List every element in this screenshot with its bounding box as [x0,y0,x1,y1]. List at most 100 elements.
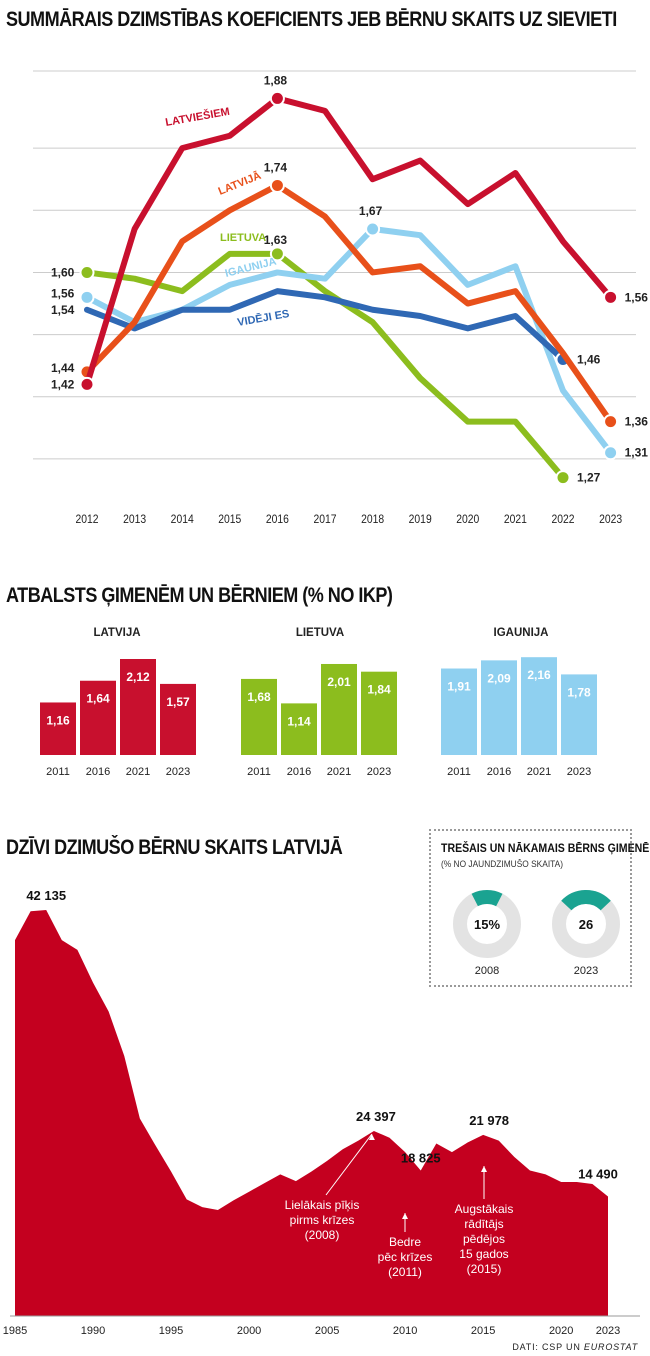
value-label-eu: 1,46 [577,352,601,366]
donut-segment [552,890,620,958]
annotation-text: Lielākais pīķis [285,1198,360,1212]
annotation-text: rādītājs [464,1217,503,1231]
bar-category-label: 2011 [447,766,471,778]
x-tick-label: 2016 [266,514,289,527]
bar-category-label: 2023 [567,766,591,778]
annotation-text: (2008) [305,1228,340,1242]
bar-lithuania [281,703,317,755]
third-child-inset: TREŠAIS UN NĀKAMAIS BĒRNS ĢIMENĒ (% NO J… [429,829,649,987]
marker-latvians [603,289,619,305]
support-bar-chart: LATVIJA 1,16 2011 1,64 2016 2,12 2021 1,57 2023 L… [40,627,597,778]
bar-category-label: 2023 [166,766,190,778]
area-x-tick: 2015 [471,1325,495,1337]
bar-group-title: LIETUVA [296,627,344,639]
value-label-estonia: 1,56 [51,286,75,300]
bar-latvians [120,659,156,755]
marker-estonia [365,221,381,237]
annotation-text: pēdējos [463,1232,505,1246]
bar-category-label: 2016 [487,766,511,778]
area-x-tick: 2000 [237,1325,261,1337]
bar-group-title: LATVIJA [93,627,140,639]
source-italic: EUROSTAT [583,1342,638,1352]
bar-lithuania [361,671,397,755]
area-x-tick: 2005 [315,1325,339,1337]
value-label-lithuania: 1,63 [264,233,288,247]
bar-value-label: 1,57 [166,695,190,709]
area-x-tick: 2010 [393,1325,417,1337]
value-label-eu-2012: 1,54 [51,303,75,317]
source-note: DATI: CSP UN EUROSTAT [512,1342,638,1352]
annotation-text: (2015) [467,1262,502,1276]
area-x-tick: 1990 [81,1325,105,1337]
value-label-latvians: 1,42 [51,377,75,391]
marker-lithuania [555,470,571,486]
value-label-latvians: 1,88 [264,73,288,87]
marker-lithuania [269,246,285,262]
donut-year-label: 2008 [475,965,499,977]
x-tick-label: 2017 [313,514,336,527]
x-tick-label: 2022 [551,514,574,527]
bar-category-label: 2011 [46,766,70,778]
area-value-label: 21 978 [469,1113,509,1128]
bar-lithuania [321,663,357,755]
area-x-tick: 2023 [596,1325,620,1337]
bar-value-label: 1,16 [46,713,70,727]
bar-value-label: 2,12 [126,670,150,684]
bar-value-label: 1,64 [86,692,110,706]
bar-category-label: 2021 [327,766,351,778]
x-tick-label: 2014 [171,514,194,527]
annotation-arrowhead [481,1166,487,1172]
marker-estonia [79,289,95,305]
bar-category-label: 2016 [287,766,311,778]
value-label-lithuania: 1,60 [51,265,75,279]
bar-chart-title: ATBALSTS ĢIMENĒM UN BĒRNIEM (% NO IKP) [6,584,393,607]
series-line-latvia [84,182,614,425]
x-tick-label: 2020 [456,514,479,527]
series-name-lithuania: LIETUVA [220,232,266,244]
annotation-text: (2011) [388,1265,422,1279]
annotation-text: Augstākais [455,1202,514,1216]
area-value-label: 18 825 [401,1150,441,1165]
value-label-estonia: 1,31 [625,446,649,460]
marker-estonia [603,445,619,461]
bar-value-label: 1,78 [567,685,591,699]
area-value-label: 24 397 [356,1109,396,1124]
bar-value-label: 1,84 [367,683,391,697]
donut-year-label: 2023 [574,965,598,977]
marker-latvia [603,414,619,430]
x-tick-label: 2023 [599,514,622,527]
annotation-arrowhead [368,1134,375,1140]
bar-value-label: 2,01 [327,675,351,689]
bar-value-label: 2,16 [527,668,551,682]
annotation-text: pirms krīzes [290,1213,355,1227]
bar-latvians [40,702,76,755]
area-value-label: 14 490 [578,1167,618,1182]
series-line-latvians [84,95,614,388]
inset-subtitle: (% NO JAUNDZIMUŠO SKAITA) [441,859,564,870]
bar-value-label: 1,14 [287,714,311,728]
fertility-line-chart: 2012 2013 2014 2015 2016 2017 2018 2019 2020 2021… [33,70,649,527]
births-area [15,909,608,1316]
marker-lithuania [79,264,95,280]
series-line-lithuania [84,250,566,481]
donut-center-label: 15% [474,917,500,932]
series-line-eu [84,288,566,363]
bar-lithuania [241,678,277,755]
bar-category-label: 2011 [247,766,271,778]
value-label-latvia: 1,36 [625,415,649,429]
bar-value-label: 2,09 [487,671,511,685]
donut-center-label: 26 [579,917,593,932]
bar-value-label: 1,68 [247,690,271,704]
bar-estonia [521,657,557,755]
bar-category-label: 2023 [367,766,391,778]
bar-category-label: 2021 [126,766,150,778]
bar-estonia [481,660,517,755]
area-x-tick: 1985 [3,1325,27,1337]
x-tick-label: 2015 [218,514,241,527]
annotation-text: Bedre [389,1235,421,1249]
x-tick-label: 2013 [123,514,146,527]
source-prefix: DATI: CSP UN [512,1342,584,1352]
marker-latvians [269,90,285,106]
bar-estonia [441,668,477,755]
